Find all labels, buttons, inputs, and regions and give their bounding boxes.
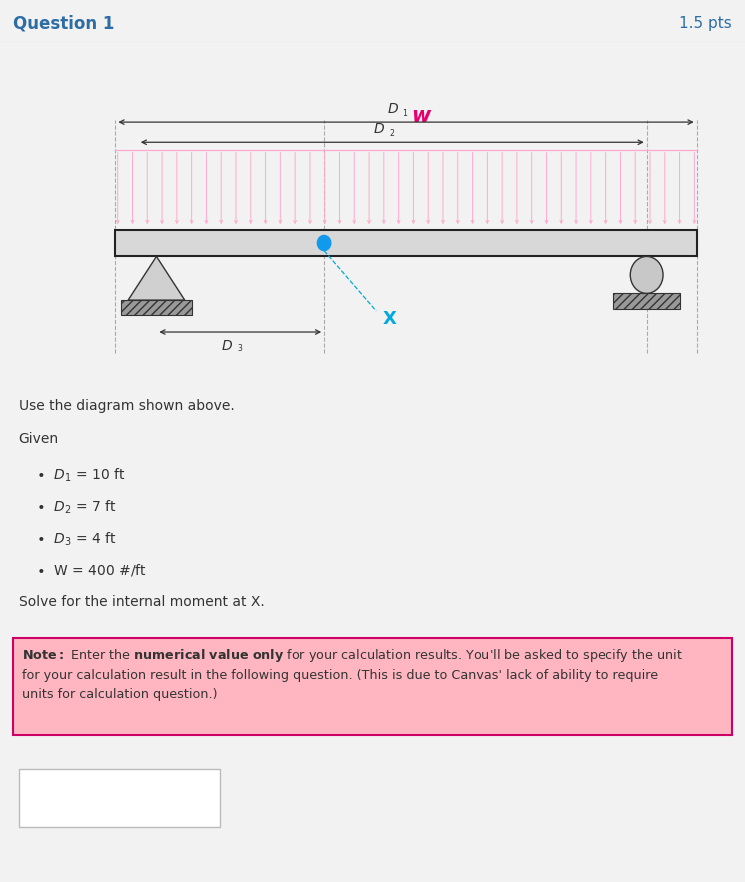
Bar <box>115 229 697 257</box>
Text: $_1$: $_1$ <box>402 108 409 120</box>
Text: $D$: $D$ <box>372 123 384 137</box>
Text: Question 1: Question 1 <box>13 14 115 33</box>
Bar <box>19 768 220 827</box>
Bar <box>121 300 192 315</box>
Text: $D$: $D$ <box>387 102 399 116</box>
Text: $\bullet$  W = 400 #/ft: $\bullet$ W = 400 #/ft <box>36 562 147 578</box>
Bar <box>13 639 732 735</box>
Text: Solve for the internal moment at X.: Solve for the internal moment at X. <box>19 594 264 609</box>
Text: $\bullet$  $D_2$ = 7 ft: $\bullet$ $D_2$ = 7 ft <box>36 498 116 516</box>
Text: Use the diagram shown above.: Use the diagram shown above. <box>19 400 235 413</box>
Text: 1.5 pts: 1.5 pts <box>679 16 732 31</box>
Circle shape <box>630 257 663 294</box>
Text: w: w <box>411 107 431 126</box>
Text: $\mathbf{Note:}$ Enter the $\mathbf{numerical\ value\ only}$ for your calculatio: $\mathbf{Note:}$ Enter the $\mathbf{nume… <box>22 647 683 701</box>
Text: $\bullet$  $D_1$ = 10 ft: $\bullet$ $D_1$ = 10 ft <box>36 467 125 483</box>
Text: X: X <box>382 310 396 328</box>
Polygon shape <box>128 257 185 300</box>
Text: $_2$: $_2$ <box>389 127 395 139</box>
Circle shape <box>317 235 331 250</box>
Text: $_3$: $_3$ <box>236 343 243 355</box>
Text: $\bullet$  $D_3$ = 4 ft: $\bullet$ $D_3$ = 4 ft <box>36 530 116 548</box>
Text: $D$: $D$ <box>221 339 232 353</box>
Text: Given: Given <box>19 432 59 446</box>
Bar <box>613 294 680 309</box>
